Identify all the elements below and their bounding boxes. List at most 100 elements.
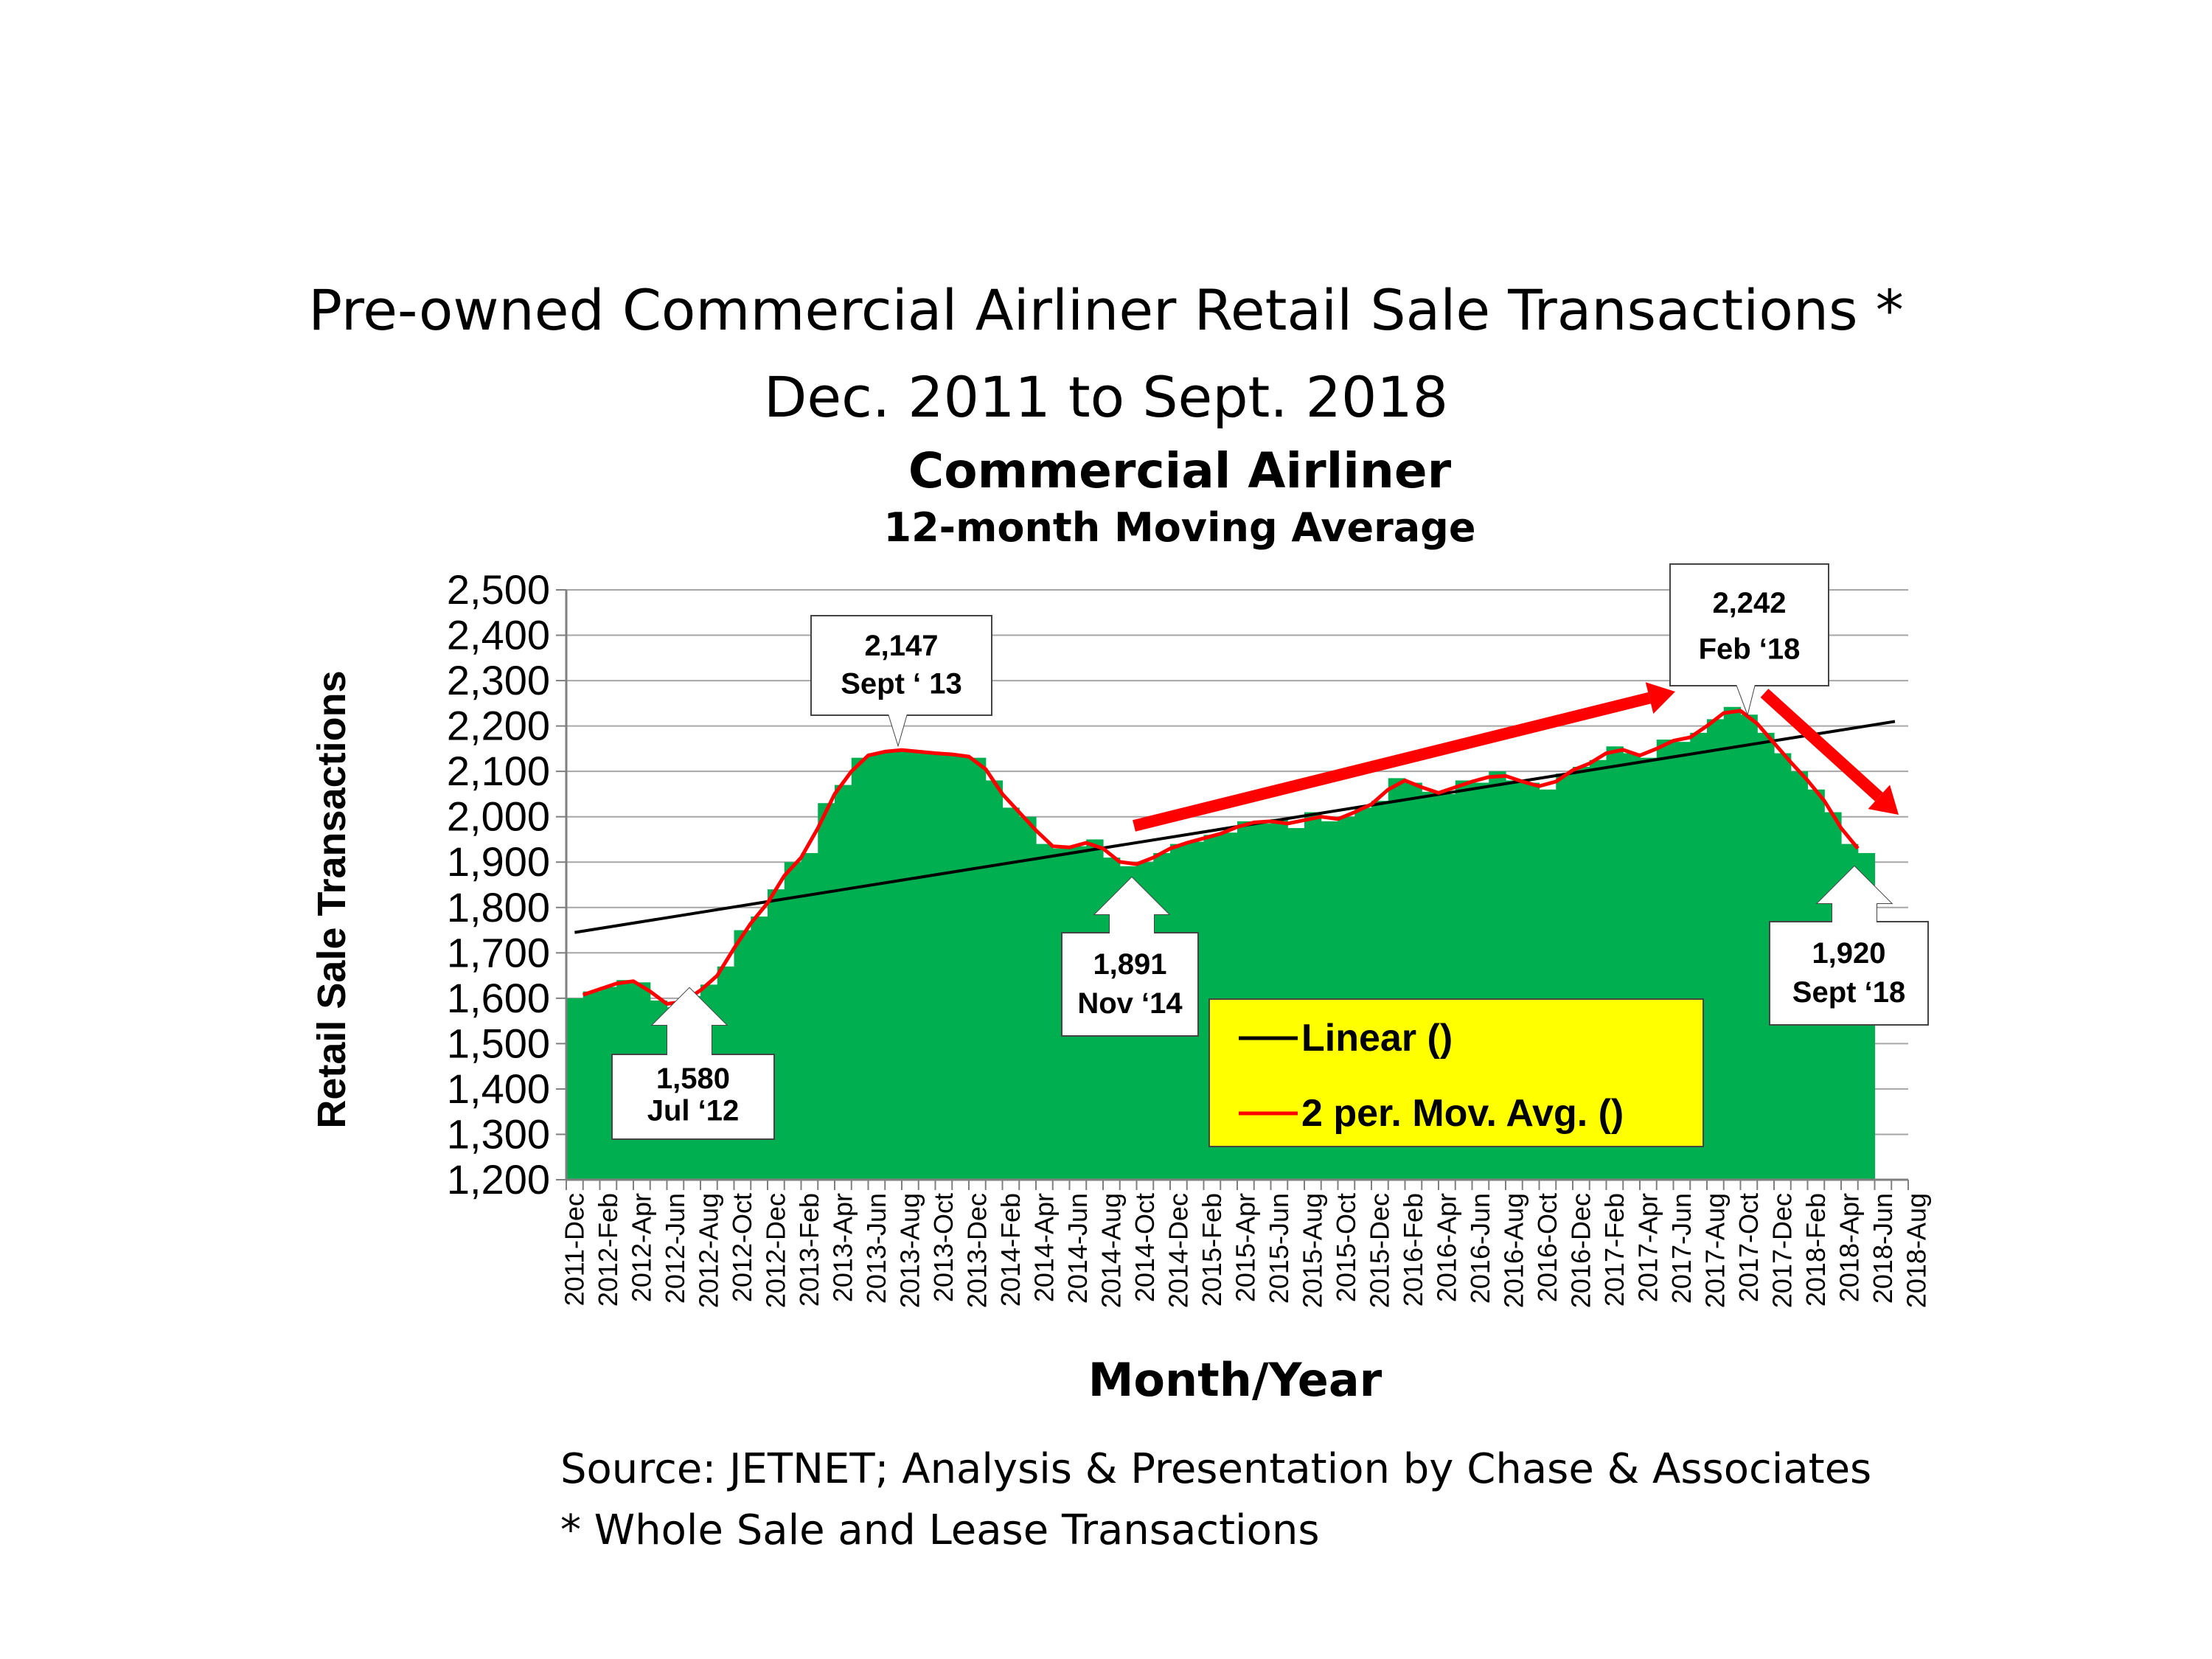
x-tick-label: 2014-Apr — [1029, 1193, 1059, 1302]
area-bar — [566, 998, 584, 1180]
area-bar — [868, 753, 886, 1180]
area-bar — [1019, 816, 1037, 1180]
x-tick-label: 2014-Oct — [1130, 1193, 1160, 1302]
y-tick-label: 2,200 — [447, 703, 550, 749]
area-bar — [784, 862, 802, 1180]
callout-nov-14: 1,891 Nov ‘14 — [1061, 876, 1199, 1037]
y-tick-label: 1,700 — [447, 929, 550, 975]
x-tick-label: 2018-Apr — [1834, 1193, 1864, 1302]
area-bar — [851, 757, 869, 1180]
x-tick-label: 2012-Oct — [727, 1193, 757, 1302]
x-tick-label: 2014-Dec — [1163, 1193, 1193, 1308]
arrow-shaft — [1760, 689, 1883, 801]
area-bar — [952, 755, 970, 1180]
area-bar — [1002, 807, 1020, 1180]
x-tick-label: 2013-Apr — [827, 1193, 858, 1302]
x-tick-label: 2017-Oct — [1733, 1193, 1764, 1302]
x-tick-label: 2015-Apr — [1230, 1193, 1260, 1302]
legend-box — [1208, 998, 1704, 1147]
x-tick-label: 2014-Jun — [1062, 1193, 1093, 1304]
x-tick-label: 2018-Feb — [1801, 1193, 1831, 1307]
callout-date: Feb ‘18 — [1699, 633, 1801, 666]
x-tick-label: 2012-Aug — [693, 1193, 723, 1308]
x-axis-label: Month/Year — [1088, 1353, 1382, 1407]
callout-value: 2,242 — [1712, 587, 1786, 619]
callout-value: 1,920 — [1812, 937, 1885, 970]
y-tick-label: 1,900 — [447, 838, 550, 885]
area-bar — [1740, 714, 1758, 1180]
chart-subtitle: 12-month Moving Average — [883, 504, 1476, 551]
area-bar — [751, 917, 768, 1180]
x-tick-label: 2016-Oct — [1532, 1193, 1562, 1302]
arrow-head — [1645, 682, 1675, 714]
x-tick-label: 2013-Jun — [861, 1193, 891, 1304]
trend-arrows — [1133, 682, 1899, 832]
x-tick-label: 2012-Dec — [760, 1193, 790, 1308]
callout-box — [611, 1054, 775, 1140]
x-tick-label: 2017-Feb — [1599, 1193, 1630, 1307]
axes — [556, 589, 1909, 1190]
x-tick-label: 2012-Apr — [626, 1193, 656, 1302]
chart-title: Commercial Airliner — [908, 442, 1452, 499]
area-bar — [1036, 844, 1054, 1180]
callout-date: Sept ‘18 — [1792, 976, 1905, 1009]
area-bar — [902, 750, 919, 1180]
x-tick-label: 2015-Aug — [1297, 1193, 1327, 1308]
area-bar — [985, 780, 1004, 1180]
area-bar — [969, 757, 987, 1180]
area-bar — [885, 750, 902, 1180]
callout-box — [1061, 932, 1199, 1037]
falling-trend-arrow — [1760, 689, 1899, 815]
x-tick-label: 2018-Aug — [1901, 1193, 1931, 1308]
x-tick-label: 2015-Oct — [1331, 1193, 1361, 1302]
arrow-shaft — [1133, 692, 1651, 832]
callout-box — [1769, 921, 1929, 1026]
x-tick-label: 2016-Feb — [1398, 1193, 1428, 1307]
legend: Linear () 2 per. Mov. Avg. () — [1208, 998, 1704, 1147]
callout-box — [1669, 563, 1829, 686]
transactions-note: * Whole Sale and Lease Transactions — [560, 1506, 1320, 1554]
callout-box — [810, 615, 992, 716]
y-tick-label: 1,400 — [447, 1065, 550, 1112]
callout-date: Sept ‘ 13 — [841, 667, 962, 700]
y-tick-label: 1,300 — [447, 1110, 550, 1157]
y-tick-label: 2,400 — [447, 612, 550, 658]
y-tick-labels: 1,2001,3001,4001,5001,6001,7001,8001,900… — [447, 566, 550, 1203]
area-bar — [1707, 719, 1725, 1180]
x-tick-label: 2018-Jun — [1868, 1193, 1898, 1304]
callout-pointer-fill — [1818, 866, 1891, 924]
area-bar — [818, 803, 835, 1180]
y-tick-label: 2,300 — [447, 657, 550, 703]
slide-title-line2: Dec. 2011 to Sept. 2018 — [763, 364, 1449, 430]
x-tick-label: 2013-Feb — [794, 1193, 824, 1307]
source-note: Source: JETNET; Analysis & Presentation … — [560, 1445, 1872, 1493]
callout-sept-13: 2,147 Sept ‘ 13 — [810, 615, 992, 748]
slide-title: Pre-owned Commercial Airliner Retail Sal… — [0, 267, 2212, 441]
area-bar — [801, 852, 818, 1180]
y-tick-label: 1,800 — [447, 884, 550, 931]
callout-date: Nov ‘14 — [1077, 987, 1183, 1020]
callout-value: 1,580 — [656, 1062, 730, 1095]
arrow-head — [1868, 785, 1899, 815]
x-tick-label: 2013-Aug — [894, 1193, 925, 1308]
callout-feb-18: 2,242 Feb ‘18 — [1669, 563, 1829, 717]
callout-pointer-fill — [653, 988, 726, 1056]
legend-trend-label: Linear () — [1301, 1017, 1453, 1060]
lines — [574, 709, 1896, 1006]
x-tick-label: 2017-Dec — [1767, 1193, 1797, 1308]
x-tick-label: 2013-Dec — [961, 1193, 992, 1308]
callout-value: 1,891 — [1093, 948, 1166, 981]
x-tick-label: 2015-Feb — [1197, 1193, 1227, 1307]
callout-sept-18: 1,920 Sept ‘18 — [1769, 865, 1929, 1026]
y-tick-label: 2,500 — [447, 566, 550, 613]
callout-pointer-fill — [1095, 877, 1169, 935]
x-tick-label: 2016-Aug — [1498, 1193, 1528, 1308]
slide-title-line1: Pre-owned Commercial Airliner Retail Sal… — [308, 277, 1904, 343]
x-tick-label: 2013-Oct — [928, 1193, 959, 1302]
x-tick-label: 2016-Apr — [1431, 1193, 1461, 1302]
area-bar — [582, 991, 601, 1180]
y-tick-label: 2,000 — [447, 793, 550, 840]
x-tick-label: 2012-Jun — [660, 1193, 690, 1304]
